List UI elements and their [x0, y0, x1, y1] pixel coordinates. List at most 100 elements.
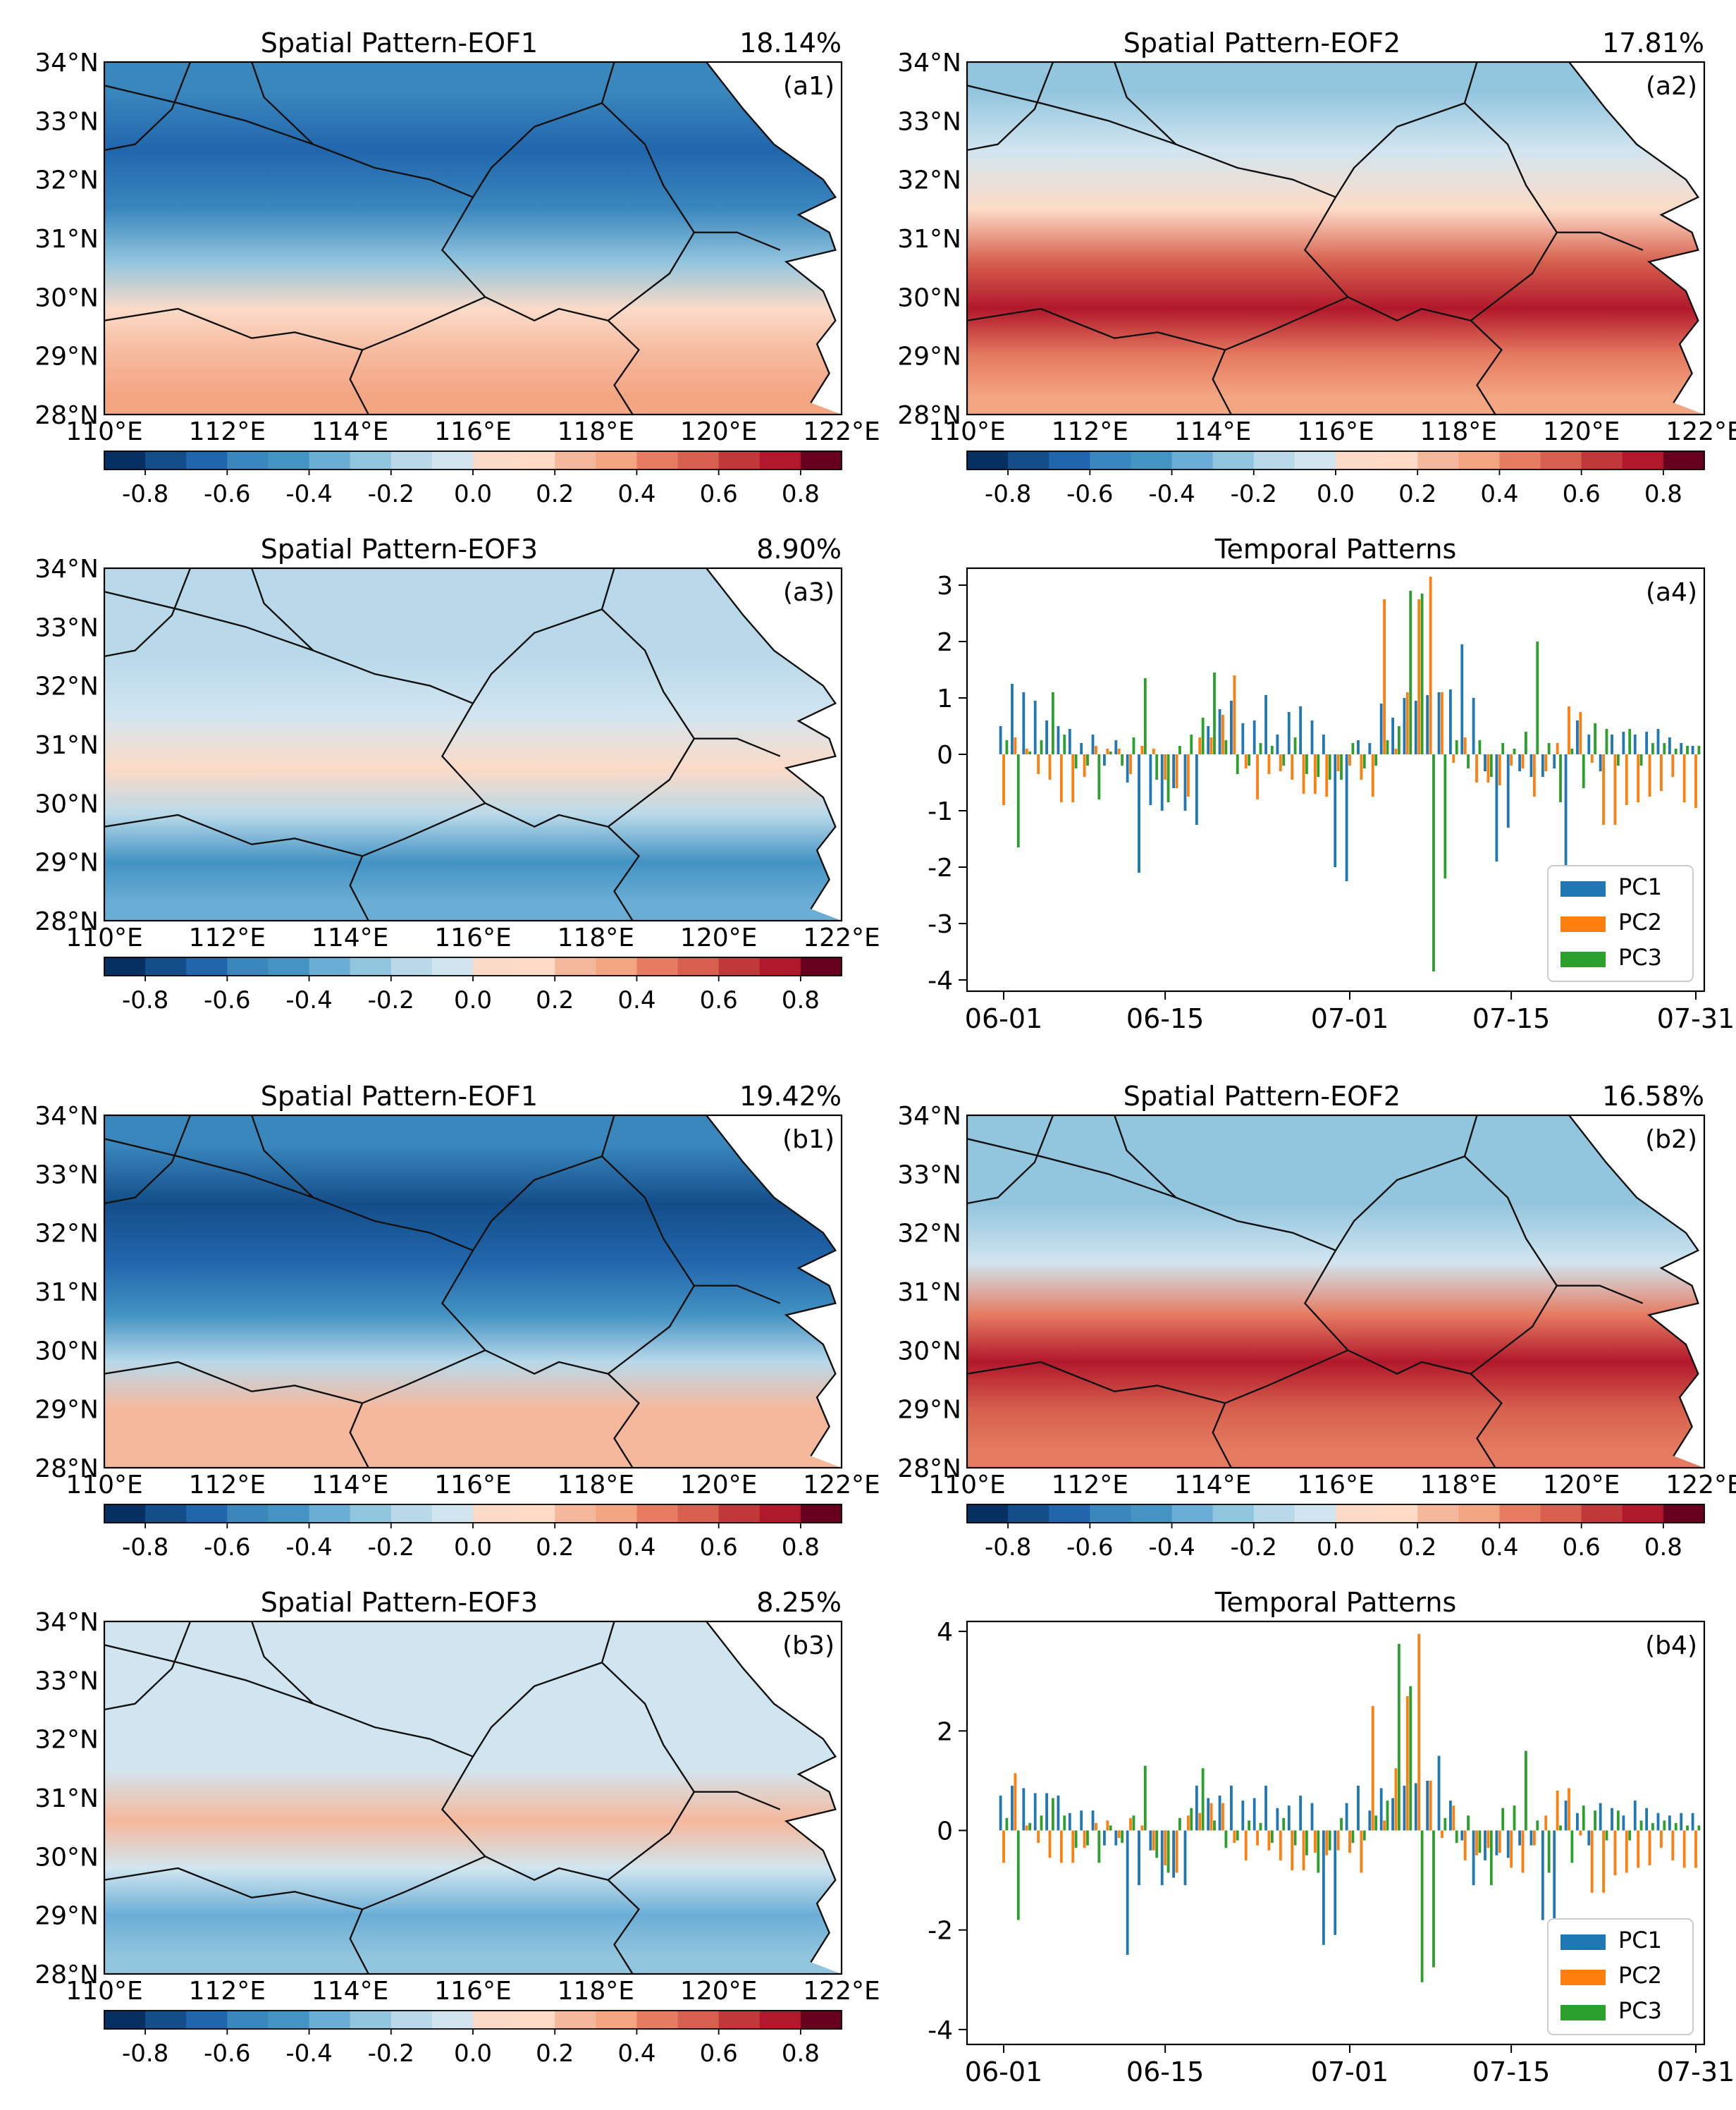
bar-pc2: [1279, 754, 1282, 771]
bar-pc3: [1248, 754, 1250, 766]
bar-pc3: [1016, 1830, 1020, 1920]
colorbar-segment: [350, 1504, 392, 1523]
bar-pc3: [1040, 740, 1043, 754]
colorbar-tick-label: -0.6: [204, 480, 250, 508]
colorbar-segment: [1377, 1504, 1418, 1523]
bar-pc2: [1140, 746, 1144, 754]
colorbar-tick-label: 0.6: [700, 480, 738, 508]
bar-pc1: [1091, 735, 1095, 754]
lat-tick-label: 33°N: [35, 1160, 99, 1189]
colorbar-tick-label: 0.6: [700, 2040, 738, 2068]
lat-tick-label: 31°N: [897, 225, 961, 254]
bar-pc1: [1218, 709, 1221, 754]
bar-pc1: [1680, 743, 1683, 754]
bar-pc1: [1460, 644, 1464, 754]
bar-pc2: [1164, 1830, 1167, 1865]
bar-pc1: [1149, 754, 1152, 805]
bar-pc3: [1639, 1820, 1643, 1831]
panel-title: Temporal Patterns: [1214, 534, 1457, 565]
colorbar-segment: [1622, 1504, 1664, 1523]
bar-pc1: [1391, 1798, 1394, 1831]
bar-pc1: [1506, 1830, 1510, 1858]
bar-pc1: [1368, 743, 1372, 754]
colorbar-segment: [514, 2011, 555, 2029]
bar-pc3: [1178, 1817, 1181, 1831]
colorbar-segment: [390, 957, 433, 976]
lon-tick-label: 112°E: [189, 417, 266, 446]
bar-pc2: [1660, 1830, 1663, 1848]
bar-pc2: [1336, 754, 1340, 771]
lon-tick-label: 110°E: [66, 417, 142, 446]
bar-pc2: [1625, 1830, 1628, 1873]
bar-pc3: [1686, 1825, 1689, 1831]
bar-pc2: [1244, 1830, 1248, 1860]
bar-pc2: [1164, 754, 1167, 780]
bar-pc2: [1117, 749, 1121, 754]
bar-pc2: [1267, 1830, 1271, 1851]
province-boundary: [601, 102, 695, 233]
lon-tick-label: 116°E: [434, 417, 511, 446]
bar-pc1: [1068, 1812, 1071, 1831]
temporal-bar-panel: 3 2 1 0 -1 -2 -3 -4 06-01 06-15 07-01 07-15 07-31 Tem…: [928, 534, 1735, 1034]
lon-tick-label: 122°E: [1666, 417, 1736, 446]
bar-pc1: [1357, 1785, 1360, 1831]
lon-tick-label: 118°E: [558, 924, 634, 952]
panel-title: Spatial Pattern-EOF2: [1124, 1081, 1401, 1112]
colorbar-segment: [227, 957, 269, 976]
panel-title: Temporal Patterns: [1214, 1587, 1457, 1618]
colorbar-tick-label: 0.4: [617, 986, 655, 1014]
colorbar-segment: [431, 1504, 474, 1523]
lon-tick-label: 114°E: [312, 924, 388, 952]
bar-pc1: [1241, 1801, 1245, 1831]
colorbar-segment: [390, 2011, 433, 2029]
colorbar-tick-label: -0.8: [985, 1533, 1031, 1562]
bar-pc1: [1449, 689, 1452, 754]
bar-pc2: [1186, 1815, 1190, 1831]
bar-pc3: [1121, 1830, 1124, 1844]
colorbar-tick-label: 0.2: [536, 986, 574, 1014]
bar-pc1: [1495, 1830, 1498, 1856]
y-tick-label: -4: [928, 2016, 953, 2045]
map-frame: [103, 1114, 843, 1469]
bar-pc3: [1236, 754, 1239, 774]
lon-tick-label: 120°E: [1543, 1471, 1620, 1499]
colorbar-tick-label: 0.2: [1398, 480, 1436, 508]
bar-pc3: [1570, 1830, 1574, 1863]
bar-pc3: [1132, 737, 1135, 754]
bar-pc3: [1443, 754, 1447, 878]
province-boundary: [104, 1349, 486, 1404]
province-boundary: [349, 855, 369, 921]
colorbar-segment: [677, 957, 720, 976]
bar-pc1: [1183, 1830, 1187, 1886]
bar-pc1: [1599, 1803, 1602, 1831]
colorbar-segment: [759, 957, 801, 976]
bar-pc1: [1057, 726, 1060, 754]
bar-pc1: [1011, 684, 1014, 754]
bar-pc3: [1582, 754, 1585, 788]
panel-label: (b1): [782, 1125, 835, 1154]
x-tick-label: 07-15: [1472, 2056, 1550, 2087]
colorbar-tick-label: 0.2: [1398, 1533, 1436, 1562]
y-tick-label: 2: [937, 1717, 953, 1746]
bar-pc1: [1345, 754, 1348, 881]
panel-title: Spatial Pattern-EOF1: [261, 1081, 538, 1112]
colorbar-segment: [390, 1504, 433, 1523]
colorbar-tick-label: -0.4: [285, 986, 332, 1014]
colorbar-segment: [1131, 451, 1173, 470]
lat-tick-label: 32°N: [35, 673, 99, 701]
bar-pc2: [1071, 754, 1075, 802]
colorbar-segment: [473, 1504, 515, 1523]
lat-tick-label: 32°N: [35, 1220, 99, 1249]
colorbar-segment: [1090, 451, 1132, 470]
lat-tick-label: 33°N: [897, 107, 961, 136]
colorbar-segment: [759, 2011, 801, 2029]
bar-pc3: [1351, 1830, 1355, 1844]
bar-pc3: [1489, 1830, 1493, 1886]
bar-pc1: [1207, 726, 1210, 754]
bar-pc3: [1697, 1825, 1701, 1831]
legend-swatch: [1560, 881, 1606, 897]
colorbar-segment: [1377, 451, 1418, 470]
colorbar-segment: [1049, 1504, 1090, 1523]
bar-pc2: [1048, 1830, 1052, 1858]
bar-pc1: [1680, 1812, 1683, 1831]
